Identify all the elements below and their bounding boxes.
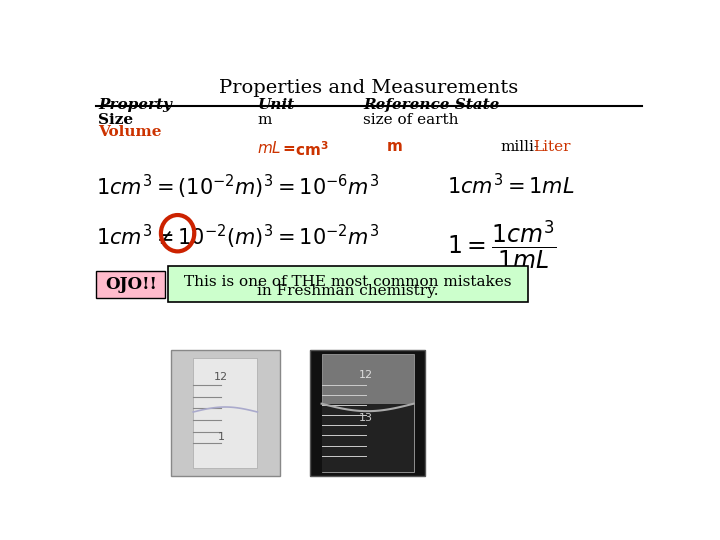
- Text: $\mathbf{=}$: $\mathbf{=}$: [279, 140, 296, 154]
- Text: $\mathbf{m}$: $\mathbf{m}$: [386, 140, 402, 154]
- Text: Size: Size: [99, 113, 133, 126]
- FancyBboxPatch shape: [168, 266, 528, 302]
- Text: 12: 12: [359, 369, 373, 380]
- Text: $1cm^{3} = \left(10^{-2}m\right)^{3} = 10^{-6}m^{3}$: $1cm^{3} = \left(10^{-2}m\right)^{3} = 1…: [96, 173, 379, 201]
- Text: Liter: Liter: [534, 140, 571, 154]
- FancyBboxPatch shape: [322, 404, 414, 472]
- Text: $\mathbf{cm^{3}}$: $\mathbf{cm^{3}}$: [295, 140, 329, 159]
- Text: size of earth: size of earth: [364, 113, 459, 126]
- FancyBboxPatch shape: [322, 354, 414, 472]
- Text: Property: Property: [99, 98, 172, 112]
- FancyBboxPatch shape: [193, 358, 258, 468]
- Text: $1 = \dfrac{1cm^{3}}{1mL}$: $1 = \dfrac{1cm^{3}}{1mL}$: [447, 219, 557, 271]
- Text: milli-: milli-: [500, 140, 539, 154]
- Text: 1: 1: [217, 432, 225, 442]
- Text: $1cm^{3} \neq 10^{-2}\left(m\right)^{3} = 10^{-2}m^{3}$: $1cm^{3} \neq 10^{-2}\left(m\right)^{3} …: [96, 223, 379, 251]
- FancyBboxPatch shape: [96, 271, 166, 298]
- FancyBboxPatch shape: [171, 349, 279, 476]
- Text: Unit: Unit: [258, 98, 294, 112]
- Text: Reference State: Reference State: [364, 98, 500, 112]
- Text: m: m: [258, 113, 271, 126]
- FancyBboxPatch shape: [310, 349, 425, 476]
- Text: in Freshman chemistry.: in Freshman chemistry.: [257, 285, 438, 299]
- Text: Properties and Measurements: Properties and Measurements: [220, 79, 518, 97]
- Text: Volume: Volume: [99, 125, 162, 139]
- Text: $\mathit{mL}$: $\mathit{mL}$: [258, 140, 282, 157]
- Text: $1cm^{3} = 1mL$: $1cm^{3} = 1mL$: [447, 173, 575, 198]
- Text: OJO!!: OJO!!: [105, 276, 157, 293]
- Text: 12: 12: [214, 372, 228, 382]
- Text: 13: 13: [359, 413, 373, 423]
- Text: This is one of THE most common mistakes: This is one of THE most common mistakes: [184, 275, 511, 289]
